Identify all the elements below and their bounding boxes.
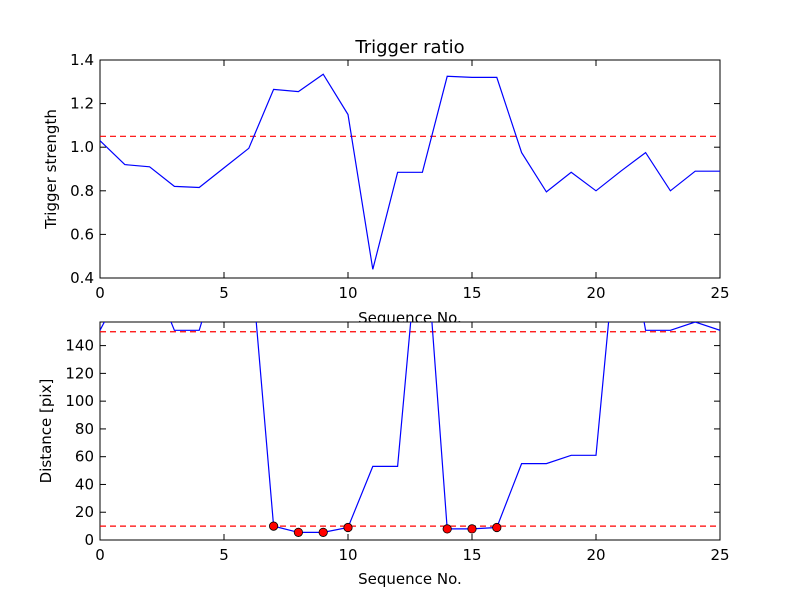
bot-y-tick-label: 20 (75, 503, 94, 521)
top-y-tick-label: 1.2 (70, 95, 94, 113)
bot-x-tick-label: 5 (219, 546, 229, 564)
bottom-plot-frame (99, 321, 721, 541)
top-x-tick-label: 10 (338, 284, 357, 302)
top-y-tick-label: 0.8 (70, 182, 94, 200)
top-chart-title: Trigger ratio (354, 37, 464, 58)
data-point-marker (492, 522, 502, 533)
top-y-tick-label: 0.4 (70, 269, 94, 287)
data-point-marker (293, 527, 303, 537)
bot-y-tick-label: 140 (65, 337, 94, 355)
data-point-marker (343, 522, 353, 533)
bot-y-tick-label: 0 (84, 531, 94, 549)
data-point-marker (268, 521, 279, 531)
top-y-axis-label: Trigger strength (42, 109, 60, 230)
top-x-tick-label: 20 (586, 284, 605, 302)
top-x-tick-label: 5 (219, 284, 229, 302)
series-line (100, 322, 720, 534)
trigger-ratio-panel: 0 5 10 15 20 25 0.4 0.6 0.8 1.0 1.2 1.4 Trigger rat… (42, 37, 730, 327)
bot-y-tick-label: 80 (75, 420, 94, 438)
distance-panel: 0 5 10 15 20 25 0 20 40 60 80 100 120 140 Sequence No… (37, 321, 730, 588)
bot-y-tick-label: 120 (65, 364, 94, 382)
top-y-tick-label: 1.4 (70, 51, 94, 69)
bot-x-tick-label: 10 (338, 546, 357, 564)
data-point-marker (467, 524, 477, 534)
top-y-tick-label: 0.6 (70, 225, 94, 243)
bot-x-tick-label: 15 (462, 546, 481, 564)
bot-y-tick-label: 60 (75, 448, 94, 466)
data-point-marker (318, 527, 328, 537)
top-x-tick-label: 0 (95, 284, 105, 302)
series-line (100, 73, 720, 270)
bottom-x-axis-label: Sequence No. (358, 570, 462, 588)
bot-y-tick-label: 40 (75, 475, 94, 493)
bot-x-tick-label: 20 (586, 546, 605, 564)
bottom-y-axis-label: Distance [pix] (37, 379, 55, 484)
top-x-tick-label: 25 (710, 284, 729, 302)
top-y-tick-label: 1.0 (70, 138, 94, 156)
top-plot-frame (99, 59, 721, 279)
top-x-tick-label: 15 (462, 284, 481, 302)
bot-x-tick-label: 25 (710, 546, 729, 564)
data-point-marker (442, 524, 452, 534)
bot-y-tick-label: 100 (65, 392, 94, 410)
bot-x-tick-label: 0 (95, 546, 105, 564)
